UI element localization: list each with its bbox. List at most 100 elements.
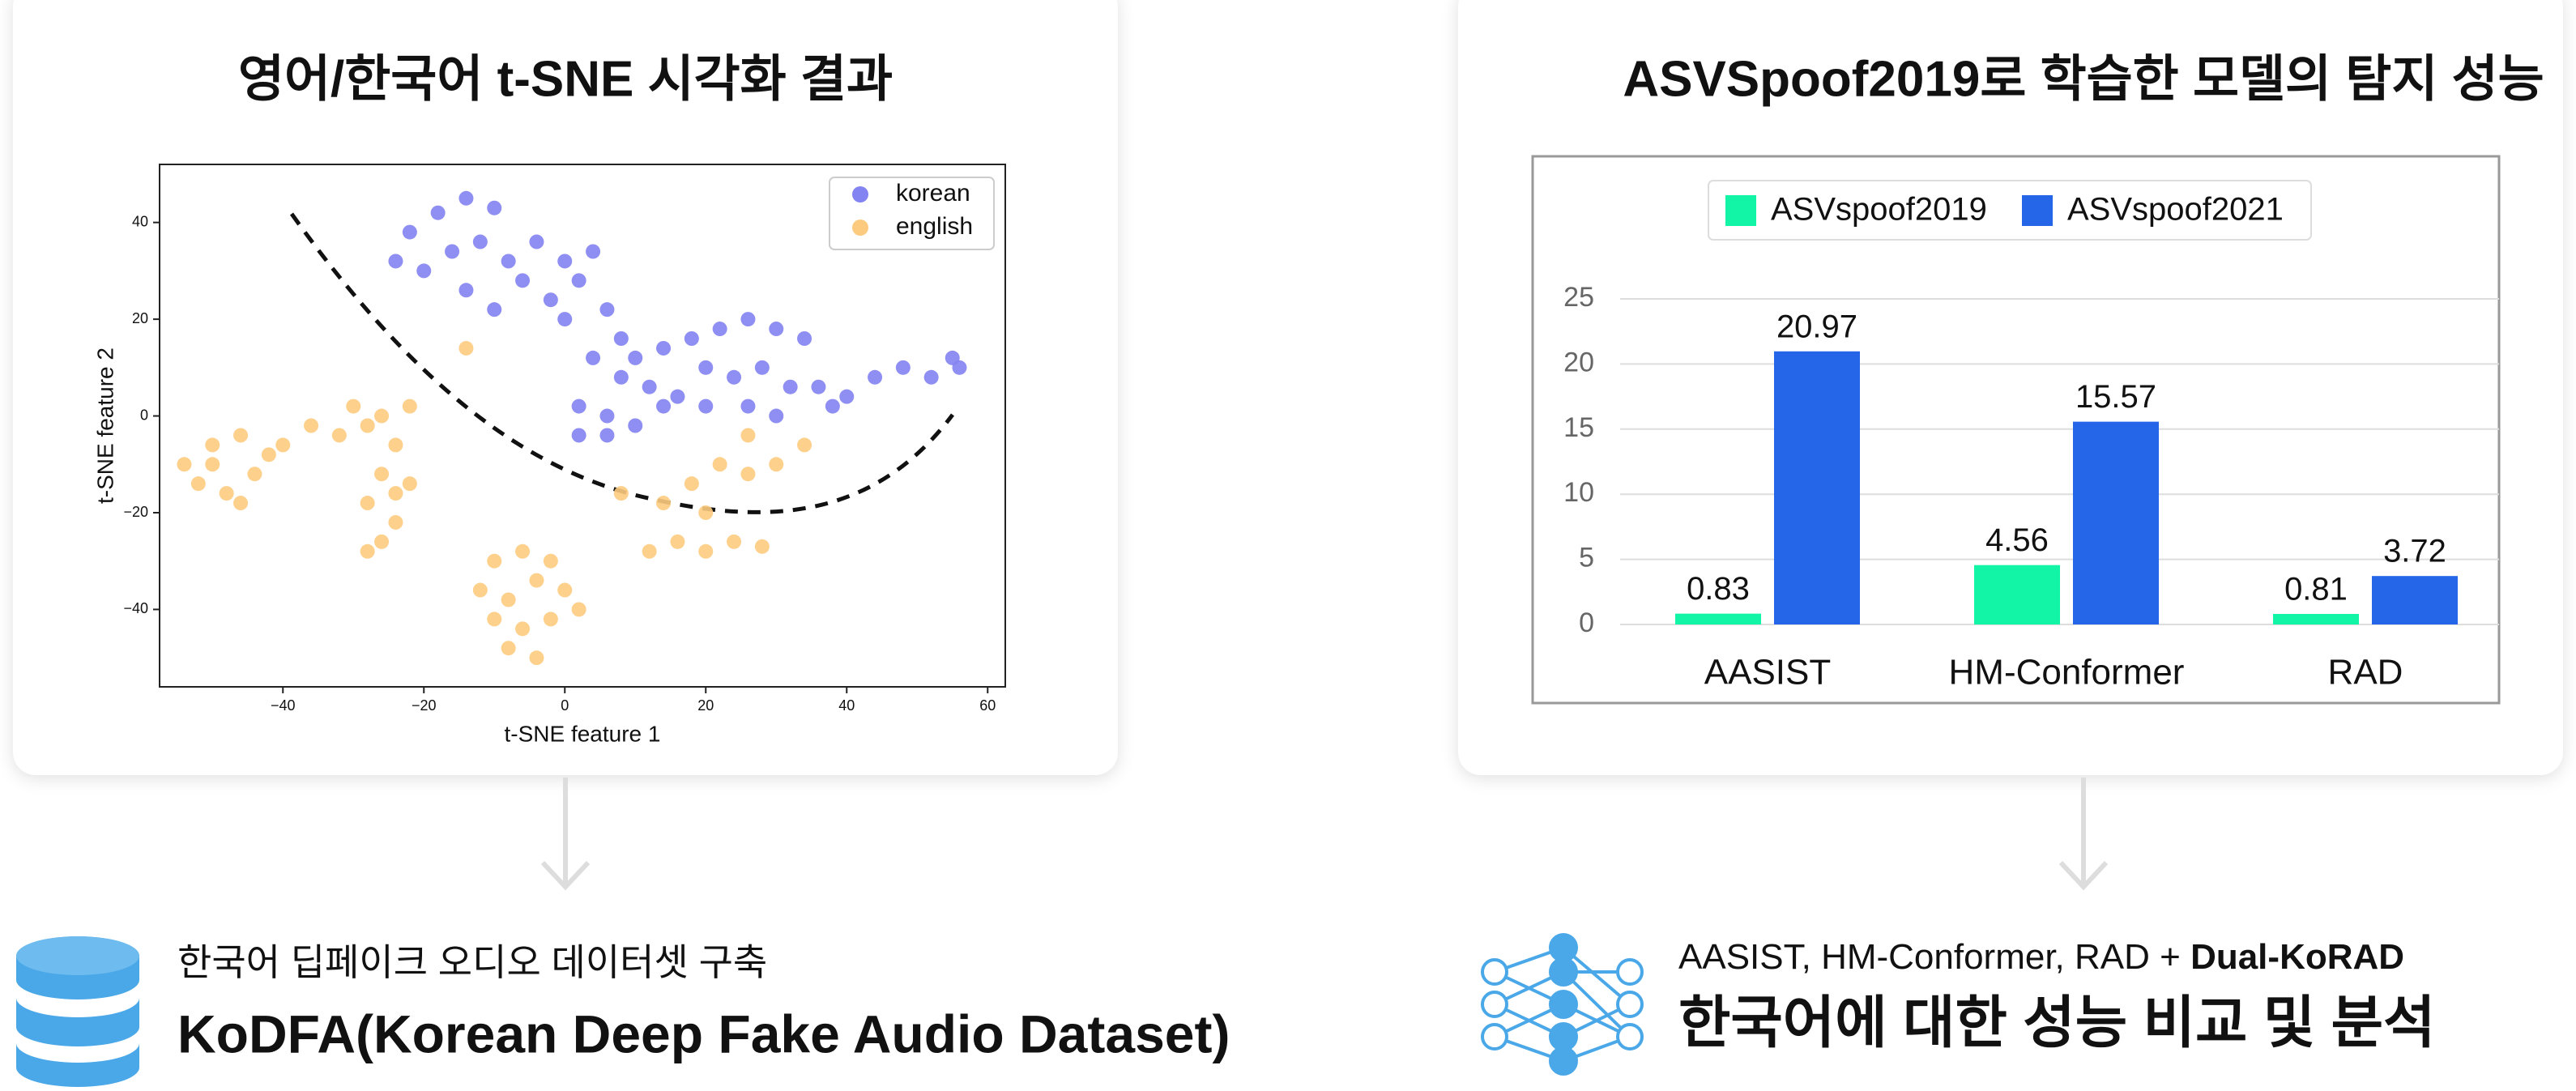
point: [374, 467, 390, 482]
point: [543, 553, 558, 569]
legend-swatch: [2022, 195, 2053, 226]
point: [529, 650, 544, 666]
point: [628, 418, 643, 433]
point: [740, 467, 756, 482]
point: [177, 457, 192, 472]
y-tick-label: −20: [123, 504, 148, 520]
point: [331, 428, 347, 443]
plot-frame: [159, 164, 1006, 688]
database-icon: [16, 936, 139, 1087]
point: [754, 539, 770, 554]
point: [642, 543, 657, 559]
value-label: 3.72: [2383, 534, 2446, 569]
y-tick-label: 40: [132, 213, 148, 229]
point: [501, 641, 516, 656]
point: [458, 190, 474, 206]
point: [684, 476, 699, 492]
point: [586, 350, 601, 365]
point: [656, 340, 672, 356]
point: [557, 312, 573, 327]
point: [670, 534, 685, 549]
point: [190, 476, 206, 492]
point: [487, 200, 502, 215]
point: [304, 418, 319, 433]
point: [727, 369, 742, 385]
point: [402, 398, 417, 414]
legend-swatch: [852, 186, 868, 202]
point: [811, 379, 826, 394]
left-card: [13, 0, 1118, 775]
value-label: 0.81: [2284, 572, 2348, 607]
point: [923, 369, 939, 385]
bar: [2372, 576, 2458, 624]
point: [360, 496, 375, 511]
x-tick-label: −40: [271, 697, 296, 714]
point: [825, 398, 840, 414]
point: [275, 437, 291, 453]
point: [797, 437, 812, 453]
point: [571, 273, 586, 288]
panel-title: 영어/한국어 t-SNE 시각화 결과: [238, 51, 893, 107]
point: [233, 496, 249, 511]
point: [487, 612, 502, 627]
subtitle-emphasis: Dual-KoRAD: [2190, 937, 2404, 977]
value-label: 4.56: [1985, 522, 2049, 558]
point: [952, 360, 967, 375]
point: [571, 602, 586, 617]
point: [740, 398, 756, 414]
point: [501, 254, 516, 269]
point: [613, 331, 629, 346]
point: [487, 302, 502, 317]
separator-curve: [289, 212, 954, 514]
y-tick-label: −40: [123, 600, 148, 616]
legend-label: ASVspoof2019: [1771, 192, 1987, 228]
point: [261, 447, 276, 462]
point: [613, 486, 629, 501]
y-tick-label: 10: [1563, 477, 1594, 508]
y-axis-label: t-SNE feature 2: [92, 347, 117, 504]
bar: [1675, 613, 1761, 624]
point: [487, 553, 502, 569]
point: [346, 398, 361, 414]
point: [769, 322, 784, 337]
value-label: 15.57: [2075, 379, 2156, 415]
legend-label: korean: [896, 180, 970, 207]
legend-swatch: [852, 219, 868, 236]
point: [374, 534, 390, 549]
point: [895, 360, 911, 375]
point: [797, 331, 812, 346]
y-tick-label: 20: [1563, 347, 1594, 377]
legend-label: english: [896, 213, 973, 240]
x-axis-label: t-SNE feature 1: [505, 721, 661, 746]
value-label: 0.83: [1687, 571, 1750, 607]
point: [642, 379, 657, 394]
point: [360, 543, 375, 559]
x-tick-label: AASIST: [1704, 653, 1832, 693]
point: [529, 573, 544, 588]
point: [656, 496, 672, 511]
point: [388, 437, 403, 453]
x-tick-label: 0: [561, 697, 569, 714]
point: [557, 254, 573, 269]
point: [571, 428, 586, 443]
point: [543, 292, 558, 308]
point: [458, 283, 474, 298]
x-tick-label: HM-Conformer: [1949, 653, 2185, 693]
subtitle: AASIST, HM-Conformer, RAD + Dual-KoRAD: [1678, 937, 2404, 977]
point: [698, 398, 714, 414]
point: [740, 428, 756, 443]
point: [501, 592, 516, 607]
x-tick-label: 20: [697, 697, 714, 714]
point: [698, 360, 714, 375]
legend-box: [829, 177, 995, 250]
x-tick-label: 40: [838, 697, 855, 714]
point: [712, 322, 727, 337]
network-icon: [1481, 933, 1644, 1076]
bar: [1974, 565, 2060, 624]
point: [599, 408, 615, 424]
value-label: 20.97: [1776, 309, 1857, 344]
y-tick-label: 0: [1579, 607, 1594, 638]
point: [754, 360, 770, 375]
point: [233, 428, 249, 443]
